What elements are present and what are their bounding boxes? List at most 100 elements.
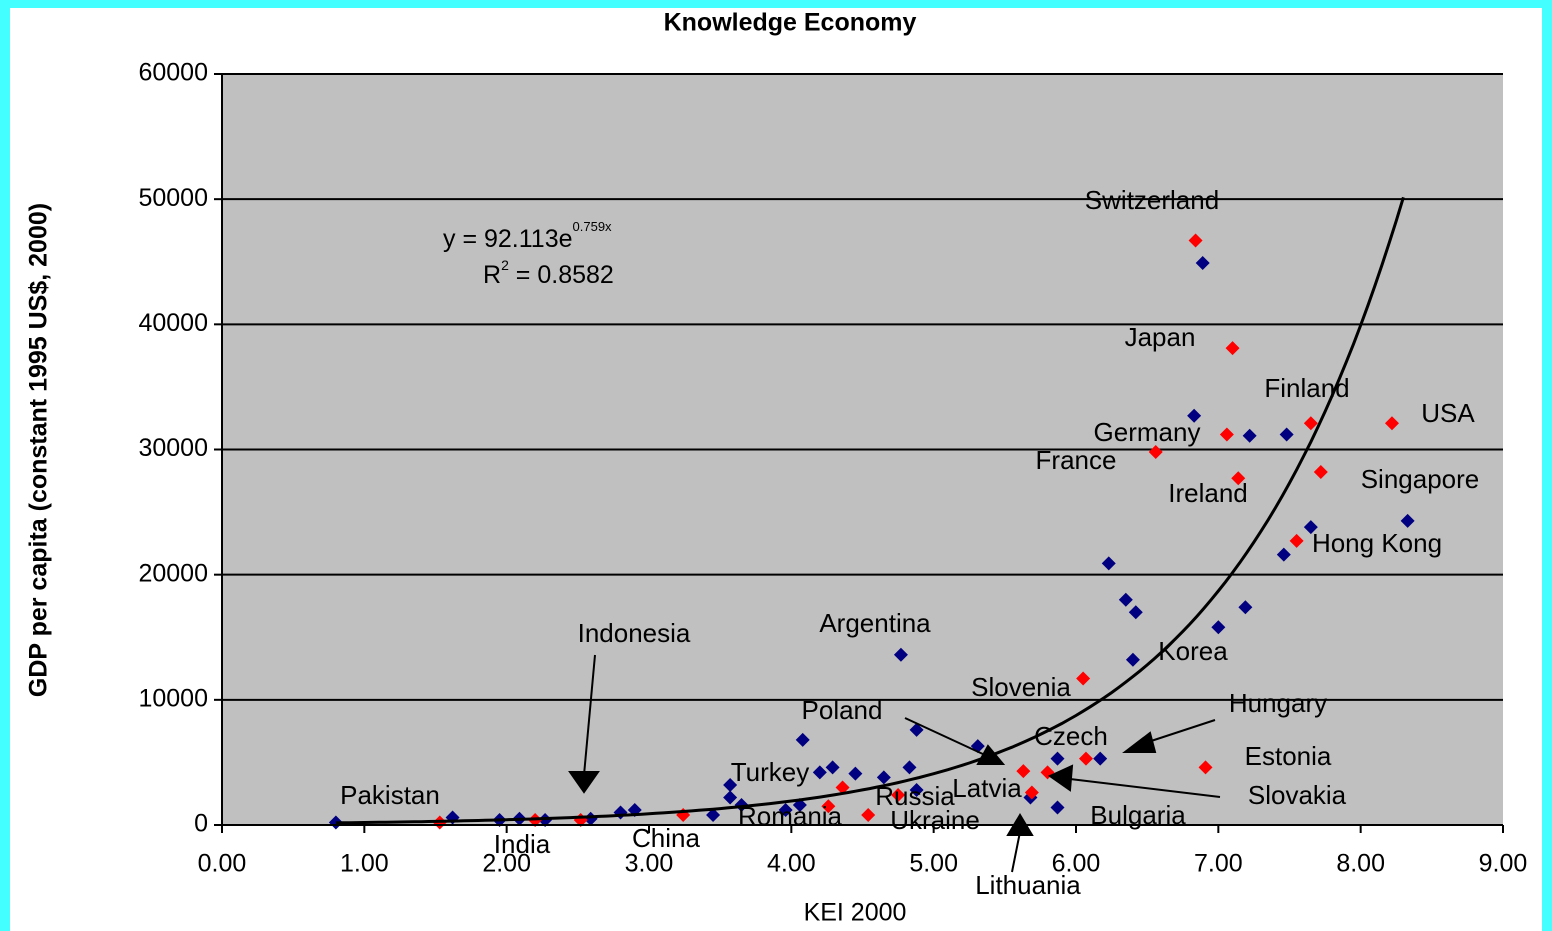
point (891, 787, 906, 802)
point (876, 770, 891, 785)
annotation: Korea (1158, 636, 1228, 666)
point (734, 797, 749, 812)
point (1219, 427, 1234, 442)
x-tick-label: 6.00 (1052, 850, 1101, 878)
annotation: France (1036, 445, 1117, 475)
y-axis-label: GDP per capita (constant 1995 US$, 2000) (25, 203, 53, 697)
point (893, 647, 908, 662)
annotation: Germany (1094, 417, 1201, 447)
point (1188, 233, 1203, 248)
point (1238, 600, 1253, 615)
annotation: USA (1421, 398, 1475, 428)
x-tick-label: 0.00 (198, 850, 247, 878)
trend-equation: y = 92.113e0.759x (443, 219, 612, 252)
arrow-head (1122, 731, 1157, 753)
annotation: India (494, 829, 551, 859)
annotation: Singapore (1361, 464, 1480, 494)
annotation: Switzerland (1085, 185, 1219, 215)
x-tick-label: 2.00 (482, 850, 531, 878)
point (861, 807, 876, 822)
point (1125, 652, 1140, 667)
annotation: Ukraine (890, 805, 980, 835)
r2-power: 2 (501, 257, 509, 273)
x-tick-label: 3.00 (625, 850, 674, 878)
annotation: Lithuania (975, 870, 1081, 900)
r2-value: = 0.8582 (509, 261, 614, 289)
point (1024, 785, 1039, 800)
equation-exponent: 0.759x (573, 219, 613, 234)
point (778, 802, 793, 817)
point (1101, 556, 1116, 571)
point (1384, 416, 1399, 431)
arrow (904, 717, 986, 756)
x-tick-label: 4.00 (767, 850, 816, 878)
x-axis-label: KEI 2000 (804, 899, 907, 927)
arrow (1144, 719, 1216, 744)
annotation: Indonesia (578, 618, 691, 648)
point (1050, 800, 1065, 815)
x-tick-label: 7.00 (1194, 850, 1243, 878)
point (1303, 416, 1318, 431)
y-tick-label: 20000 (138, 559, 208, 587)
y-tick-label: 0 (194, 810, 208, 838)
point (723, 777, 738, 792)
point (1078, 751, 1093, 766)
annotation: Latvia (952, 773, 1022, 803)
point (1313, 465, 1328, 480)
point (812, 765, 827, 780)
point (1289, 533, 1304, 548)
point (848, 766, 863, 781)
point (909, 722, 924, 737)
y-tick-label: 40000 (138, 309, 208, 337)
point (1303, 520, 1318, 535)
x-tick-label: 1.00 (340, 850, 389, 878)
point (723, 790, 738, 805)
annotation: Czech (1034, 721, 1108, 751)
annotation: Argentina (819, 608, 931, 638)
y-tick-label: 10000 (138, 684, 208, 712)
point (706, 807, 721, 822)
point (1128, 605, 1143, 620)
point (1187, 408, 1202, 423)
annotation: Poland (802, 695, 883, 725)
point (1276, 547, 1291, 562)
point (1148, 445, 1163, 460)
point (795, 732, 810, 747)
point (1242, 428, 1257, 443)
point (1016, 764, 1031, 779)
point (825, 760, 840, 775)
equation: y = 92.113e (443, 225, 573, 253)
point (1400, 513, 1415, 528)
annotation: Slovakia (1248, 780, 1347, 810)
point (1076, 671, 1091, 686)
arrow-head (1047, 764, 1074, 792)
r2-symbol: R (483, 261, 501, 289)
point (1231, 471, 1246, 486)
point (835, 780, 850, 795)
y-tick-label: 30000 (138, 434, 208, 462)
point (1225, 341, 1240, 356)
point (902, 760, 917, 775)
point (1118, 592, 1133, 607)
trendline (335, 196, 1405, 825)
point (1050, 751, 1065, 766)
arrow (583, 654, 596, 776)
annotation: Japan (1125, 322, 1196, 352)
point (1198, 760, 1213, 775)
point (1093, 751, 1108, 766)
arrows (568, 654, 1221, 873)
annotations: Switzerland Japan Finland USA Germany Fr… (340, 185, 1479, 900)
arrow-head (568, 771, 600, 794)
chart-title: Knowledge Economy (664, 9, 917, 37)
y-tick-label: 50000 (138, 184, 208, 212)
x-tick-label: 9.00 (1479, 850, 1528, 878)
point (909, 782, 924, 797)
annotation: Turkey (731, 757, 810, 787)
arrow (1069, 778, 1221, 798)
x-tick-label: 5.00 (909, 850, 958, 878)
annotation: Slovenia (971, 672, 1071, 702)
trend-r2: R2 = 0.8582 (483, 257, 614, 289)
annotation: Pakistan (340, 780, 440, 810)
x-tick-label: 8.00 (1336, 850, 1385, 878)
